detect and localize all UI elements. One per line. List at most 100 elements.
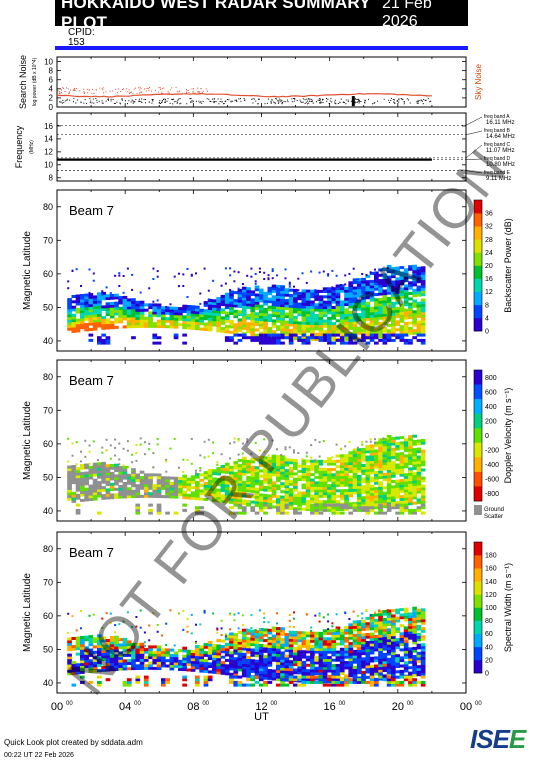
- width-cell: [331, 625, 334, 628]
- velocity-cell: [254, 493, 260, 496]
- velocity-cell: [339, 494, 345, 498]
- power-cell: [152, 303, 158, 307]
- velocity-cell: [220, 497, 226, 501]
- power-cell: [254, 288, 260, 292]
- power-cell: [288, 285, 291, 288]
- width-cell: [254, 632, 260, 636]
- power-cell: [327, 287, 332, 291]
- power-cell: [216, 313, 221, 317]
- power-cell: [131, 314, 136, 318]
- power-cell: [161, 317, 166, 320]
- velocity-cell: [288, 501, 294, 505]
- power-cell: [271, 268, 274, 271]
- velocity-cell: [118, 492, 123, 496]
- width-cell: [105, 612, 108, 615]
- power-cell: [220, 321, 226, 325]
- power-cell: [305, 316, 311, 320]
- velocity-cell: [327, 503, 332, 507]
- power-cell: [246, 336, 251, 340]
- velocity-cell: [220, 483, 226, 487]
- width-cell: [267, 669, 273, 673]
- power-cell: [408, 302, 413, 306]
- power-cell: [101, 291, 106, 295]
- power-cell: [109, 310, 115, 314]
- width-cell: [301, 666, 307, 670]
- power-cell: [271, 324, 277, 328]
- search-noise-point: [212, 101, 214, 103]
- power-cell: [75, 318, 81, 322]
- power-cell: [365, 291, 371, 294]
- power-cell: [369, 290, 375, 294]
- velocity-cell: [339, 491, 345, 495]
- width-cell: [331, 645, 337, 649]
- width-cell: [258, 649, 264, 653]
- width-cell: [267, 636, 273, 640]
- power-cell: [352, 291, 358, 295]
- velocity-cell: [173, 476, 179, 480]
- width-cell: [199, 653, 204, 657]
- velocity-cell: [369, 455, 375, 459]
- velocity-cell: [318, 505, 324, 509]
- power-cell: [207, 317, 213, 321]
- width-cell: [369, 614, 372, 617]
- velocity-cell: [207, 479, 213, 483]
- width-cell: [335, 637, 341, 641]
- power-cell: [391, 333, 396, 337]
- velocity-cell: [276, 463, 281, 466]
- power-data: [67, 264, 426, 345]
- velocity-cell: [293, 507, 298, 511]
- velocity-cell: [258, 480, 264, 484]
- power-cell: [356, 294, 362, 298]
- width-cell: [263, 683, 268, 687]
- power-cell: [348, 284, 354, 287]
- power-cell: [395, 336, 400, 340]
- power-cell: [101, 333, 106, 337]
- width-cell: [352, 680, 358, 684]
- velocity-cell: [250, 487, 256, 491]
- power-cell: [339, 305, 345, 309]
- velocity-cell: [386, 503, 392, 507]
- power-cell: [322, 330, 328, 334]
- velocity-cell: [84, 482, 89, 486]
- search-noise-point: [280, 101, 282, 103]
- velocity-cell: [178, 477, 183, 481]
- power-cell: [207, 298, 210, 301]
- search-noise-point: [347, 99, 349, 101]
- width-cell: [109, 649, 115, 653]
- power-cell: [420, 338, 426, 342]
- width-cell: [241, 631, 247, 635]
- power-cell: [310, 333, 315, 337]
- noise-scatter-point: [149, 86, 151, 88]
- power-cell: [263, 336, 268, 340]
- power-cell: [122, 325, 128, 329]
- width-cell: [335, 628, 338, 631]
- power-cell: [420, 271, 426, 275]
- width-cell: [80, 662, 85, 666]
- power-cell: [195, 321, 200, 325]
- velocity-cell: [369, 438, 372, 441]
- search-noise-point: [368, 98, 370, 100]
- power-cell: [84, 293, 89, 297]
- power-cell: [224, 267, 227, 270]
- power-cell: [233, 304, 239, 308]
- search-noise-point: [165, 98, 167, 100]
- power-cell: [67, 287, 70, 290]
- power-cell: [412, 318, 417, 322]
- power-cell: [386, 338, 392, 342]
- velocity-cell: [122, 490, 128, 493]
- ground-scatter-label: Ground: [484, 507, 504, 513]
- velocity-cell: [88, 487, 94, 491]
- velocity-cell: [233, 485, 239, 489]
- power-cell: [314, 295, 319, 299]
- width-cell: [169, 654, 175, 657]
- search-noise-point: [364, 99, 366, 101]
- power-cell: [297, 294, 302, 298]
- power-cell: [416, 328, 422, 332]
- velocity-cell: [403, 438, 409, 442]
- width-cell: [258, 673, 264, 677]
- velocity-cell: [382, 459, 388, 463]
- search-noise-point: [64, 100, 66, 102]
- width-cell: [318, 631, 324, 635]
- power-cell: [386, 323, 392, 327]
- width-cell: [67, 667, 72, 670]
